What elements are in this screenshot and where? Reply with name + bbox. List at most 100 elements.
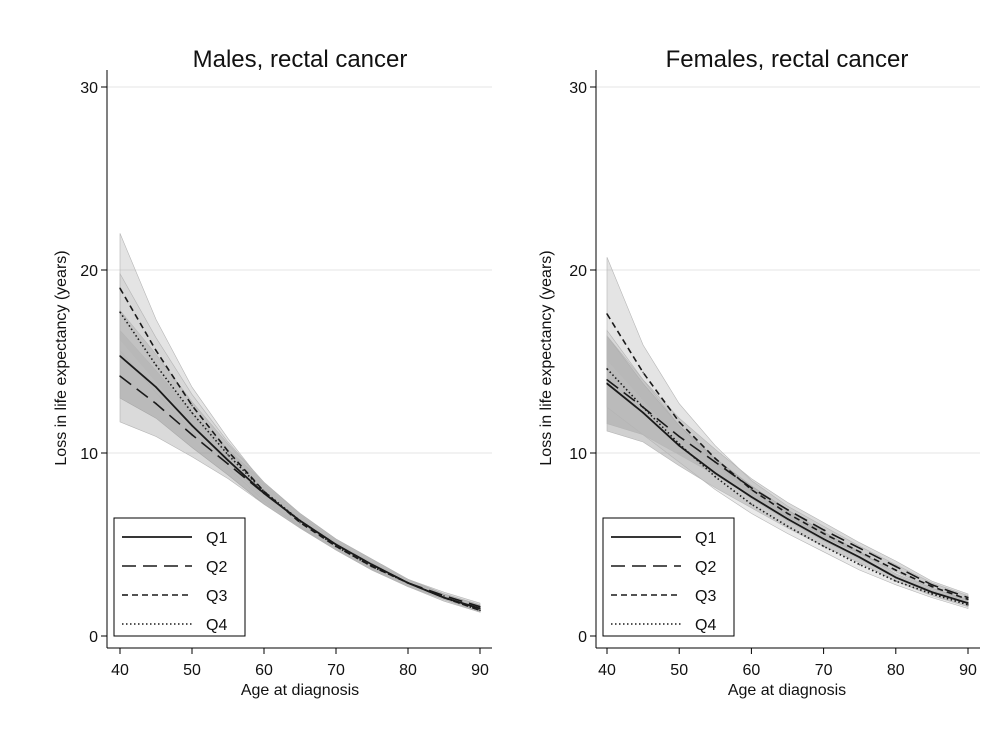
x-tick-label: 90 [471,662,489,679]
x-tick-label: 50 [670,662,688,679]
data-point-q1 [191,424,193,427]
x-tick-label: 60 [255,662,273,679]
data-point-q2 [606,378,608,381]
data-point-q4 [967,603,969,606]
data-point-q2 [227,463,229,465]
x-tick-label: 70 [327,662,345,679]
data-point-q1 [479,607,481,610]
data-point-q3 [642,371,644,374]
x-tick-label: 50 [183,662,201,679]
y-axis-label: Loss in life expectancy (years) [53,250,70,465]
y-tick-label: 30 [80,80,98,97]
data-point-q4 [299,519,301,522]
series-lines [119,287,481,612]
data-point-q4 [894,580,897,582]
y-axis-label: Loss in life expectancy (years) [538,250,555,465]
panel-males: Males, rectal cancer 0 10 20 30 40 50 60 70 80 9… [53,46,492,699]
data-point-q4 [443,596,445,599]
data-point-q4 [335,545,337,548]
data-point-q3 [299,521,301,524]
legend-label-q2: Q2 [695,559,716,576]
data-point-q3 [191,404,193,407]
data-point-q2 [750,486,753,489]
x-tick-label: 60 [743,662,761,679]
legend-label-q4: Q4 [695,617,716,634]
legend: Q1 Q2 Q3 Q4 [602,517,735,637]
gridlines [107,86,492,454]
data-point-q3 [155,349,157,352]
panel-females: Females, rectal cancer 0 10 20 30 40 50 60 70 8… [538,46,980,699]
x-tick-label: 80 [887,662,905,679]
x-axis-label: Age at diagnosis [241,682,359,699]
data-point-q4 [714,475,717,478]
data-point-q1 [858,556,861,559]
data-point-q3 [967,598,969,601]
data-point-q2 [714,461,717,464]
data-point-q4 [750,503,753,506]
data-point-q4 [822,545,825,548]
data-point-q2 [479,605,481,608]
data-point-q3 [786,512,789,515]
data-point-q1 [931,591,933,593]
data-point-q2 [931,583,933,586]
legend-label-q3: Q3 [695,588,716,605]
data-point-q2 [119,375,121,378]
y-tick-label: 10 [569,446,587,463]
data-point-q3 [678,420,681,423]
legend-label-q1: Q1 [206,530,227,547]
data-point-q1 [714,472,717,475]
legend-label-q1: Q1 [695,530,716,547]
data-point-q4 [155,364,157,367]
x-tick-label: 90 [959,662,977,679]
data-point-q2 [155,402,157,405]
y-tick-label: 30 [569,80,587,97]
data-point-q4 [858,563,861,566]
data-point-q1 [822,538,825,540]
data-point-q1 [967,602,969,604]
data-point-q3 [750,488,753,491]
data-point-q2 [858,547,861,550]
data-point-q2 [678,435,681,438]
x-tick-label: 40 [111,662,129,679]
data-point-q1 [786,517,789,520]
data-point-q4 [678,442,681,445]
y-tick-label: 20 [80,263,98,280]
data-point-q2 [443,594,445,597]
data-point-q3 [894,569,897,572]
data-point-q4 [263,490,265,493]
data-point-q3 [606,313,608,315]
data-point-q3 [858,550,861,553]
data-point-q1 [894,576,897,579]
legend: Q1 Q2 Q3 Q4 [113,517,246,637]
y-axis-ticks: 0 10 20 30 [80,80,107,646]
data-point-q1 [155,386,157,389]
y-tick-label: 10 [80,446,98,463]
y-tick-label: 20 [569,263,587,280]
ci-band-q4 [606,329,969,609]
x-axis-label: Age at diagnosis [728,682,846,699]
y-axis-ticks: 0 10 20 30 [569,80,596,646]
data-point-q4 [606,367,608,370]
panel-title: Females, rectal cancer [666,46,909,73]
data-point-q4 [227,453,229,456]
legend-label-q4: Q4 [206,617,227,634]
data-point-q2 [191,433,193,436]
data-point-q2 [786,508,789,511]
x-tick-label: 40 [598,662,616,679]
ci-band-q4 [119,272,481,613]
data-point-q3 [227,450,229,453]
data-point-q4 [371,565,373,568]
data-point-q4 [407,582,409,584]
data-point-q4 [191,411,193,414]
data-point-q4 [119,311,121,313]
x-tick-label: 80 [399,662,417,679]
data-point-q1 [119,355,121,357]
series-line-q3 [119,287,481,612]
data-point-q3 [714,457,717,460]
data-point-q4 [786,525,789,528]
data-point-q1 [227,459,229,462]
data-point-q3 [119,287,121,290]
legend-label-q3: Q3 [206,588,227,605]
data-point-q2 [894,565,897,568]
